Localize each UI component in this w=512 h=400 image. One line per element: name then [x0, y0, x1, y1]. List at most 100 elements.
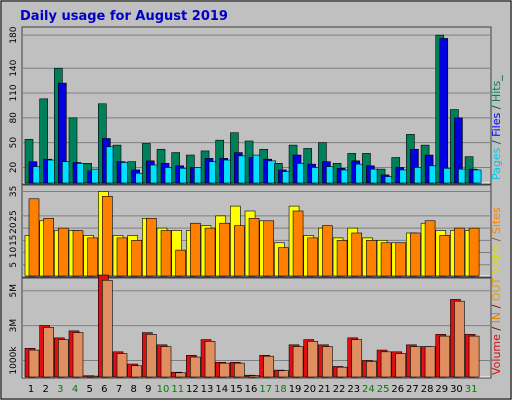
x-tick-label: 21 [318, 384, 331, 395]
hits-ytick-label: 110 [9, 84, 19, 101]
volume-bar-out [307, 341, 319, 378]
visits-bar-sites [351, 232, 363, 277]
visits-bar-sites [307, 237, 319, 277]
visits-bar-sites [322, 225, 333, 277]
x-tick-label: 15 [230, 384, 243, 395]
x-tick-label: 6 [101, 384, 107, 395]
visits-bar-sites [116, 237, 128, 277]
volume-bar-out [28, 349, 40, 378]
volume-bar-out [204, 341, 216, 378]
visits-ytick-label: 15 [9, 235, 19, 246]
visits-bar-sites [43, 218, 54, 277]
x-tick-label: 7 [116, 384, 122, 395]
visits-ytick-label: 35 [9, 186, 19, 197]
visits-ytick-label: 20 [9, 222, 19, 234]
x-tick-label: 24 [362, 384, 375, 395]
visits-bar-sites [131, 240, 142, 277]
hits-ytick-label: 20 [9, 161, 19, 173]
volume-ytick-label: 1000k [9, 346, 19, 375]
volume-bar-out [160, 346, 172, 378]
volume-axis-label-part: / [490, 323, 503, 334]
visits-bar-sites [58, 227, 69, 277]
visits-bar-sites [380, 242, 392, 277]
x-tick-label: 1 [28, 384, 34, 395]
visits-bar-sites [190, 222, 201, 277]
volume-bar-out [131, 365, 142, 378]
x-tick-label: 5 [86, 384, 92, 395]
volume-bar-out [190, 356, 201, 378]
hits-axis-label: Pages / Files / Hits_ [490, 75, 503, 180]
hits-axis-label-part: _ [490, 75, 503, 82]
visits-bar-sites [204, 227, 216, 277]
visits-bar-sites [439, 235, 451, 277]
volume-bar-out [116, 353, 128, 378]
volume-bar-out [468, 335, 480, 378]
x-tick-label: 29 [435, 384, 448, 395]
visits-bar-sites [219, 222, 231, 277]
hits-axis-label-part: Hits [490, 80, 503, 102]
x-tick-label: 17 [259, 384, 272, 395]
visits-bar-sites [234, 225, 245, 277]
x-tick-label: 16 [245, 384, 258, 395]
x-tick-label: 20 [303, 384, 316, 395]
volume-bar-out [234, 362, 245, 378]
volume-bar-out [72, 332, 84, 378]
visits-bar-sites [454, 227, 465, 277]
volume-ytick-label: 5M [9, 284, 19, 298]
volume-bar-out [102, 279, 113, 378]
visits-axis-label: Visits / Sites [490, 207, 503, 274]
chart-title: Daily usage for August 2019 [20, 9, 228, 24]
visits-bar-sites [424, 220, 436, 277]
x-tick-label: 26 [391, 384, 404, 395]
volume-bar-out [278, 370, 289, 378]
x-tick-label: 22 [333, 384, 346, 395]
x-tick-label: 12 [186, 384, 199, 395]
visits-bar-sites [175, 249, 186, 277]
visits-bar-sites [146, 218, 157, 277]
x-tick-label: 19 [289, 384, 302, 395]
visits-bar-sites [336, 240, 348, 277]
x-tick-label: 28 [421, 384, 434, 395]
volume-axis-label-part: / [490, 301, 503, 312]
x-tick-label: 2 [42, 384, 48, 395]
visits-bar-sites [28, 198, 40, 277]
x-tick-label: 13 [201, 384, 214, 395]
x-tick-label: 27 [406, 384, 419, 395]
volume-bar-out [380, 351, 392, 378]
hits-ytick-label: 80 [9, 112, 19, 124]
x-tick-label: 14 [215, 384, 228, 395]
visits-bar-sites [278, 247, 289, 277]
volume-bar-out [351, 339, 363, 378]
visits-bar-sites [102, 196, 113, 277]
volume-bar-out [175, 372, 186, 378]
hits-bar-pages [472, 169, 482, 184]
x-tick-label: 25 [377, 384, 390, 395]
visits-ytick-label: 10 [9, 247, 19, 259]
volume-bar-out [43, 327, 54, 378]
visits-bar-sites [248, 218, 260, 277]
hits-axis-label-part: Pages [490, 147, 503, 180]
visits-bar-sites [263, 220, 275, 277]
hits-ytick-label: 50 [9, 137, 19, 149]
volume-bar-out [263, 355, 275, 378]
visits-axis-label-part: / [490, 234, 503, 245]
volume-bar-out [58, 339, 69, 378]
x-tick-label: 8 [131, 384, 137, 395]
visits-bar-sites [395, 242, 407, 277]
volume-bar-out [219, 362, 231, 378]
visits-bar-sites [366, 240, 377, 277]
volume-bar-out [424, 346, 436, 378]
x-tick-label: 11 [171, 384, 184, 395]
volume-bar-out [395, 353, 407, 378]
hits-bar-files [439, 38, 449, 184]
volume-bar-out [454, 300, 465, 378]
visits-bar-sites [160, 230, 172, 277]
volume-axis-label: Volume / IN / OUT [490, 277, 503, 375]
volume-ytick-label: 3M [9, 319, 19, 333]
volume-bar-out [322, 346, 333, 378]
hits-axis-label-part: / [490, 102, 503, 113]
volume-bar-out [336, 366, 348, 378]
volume-bar-out [439, 335, 451, 378]
